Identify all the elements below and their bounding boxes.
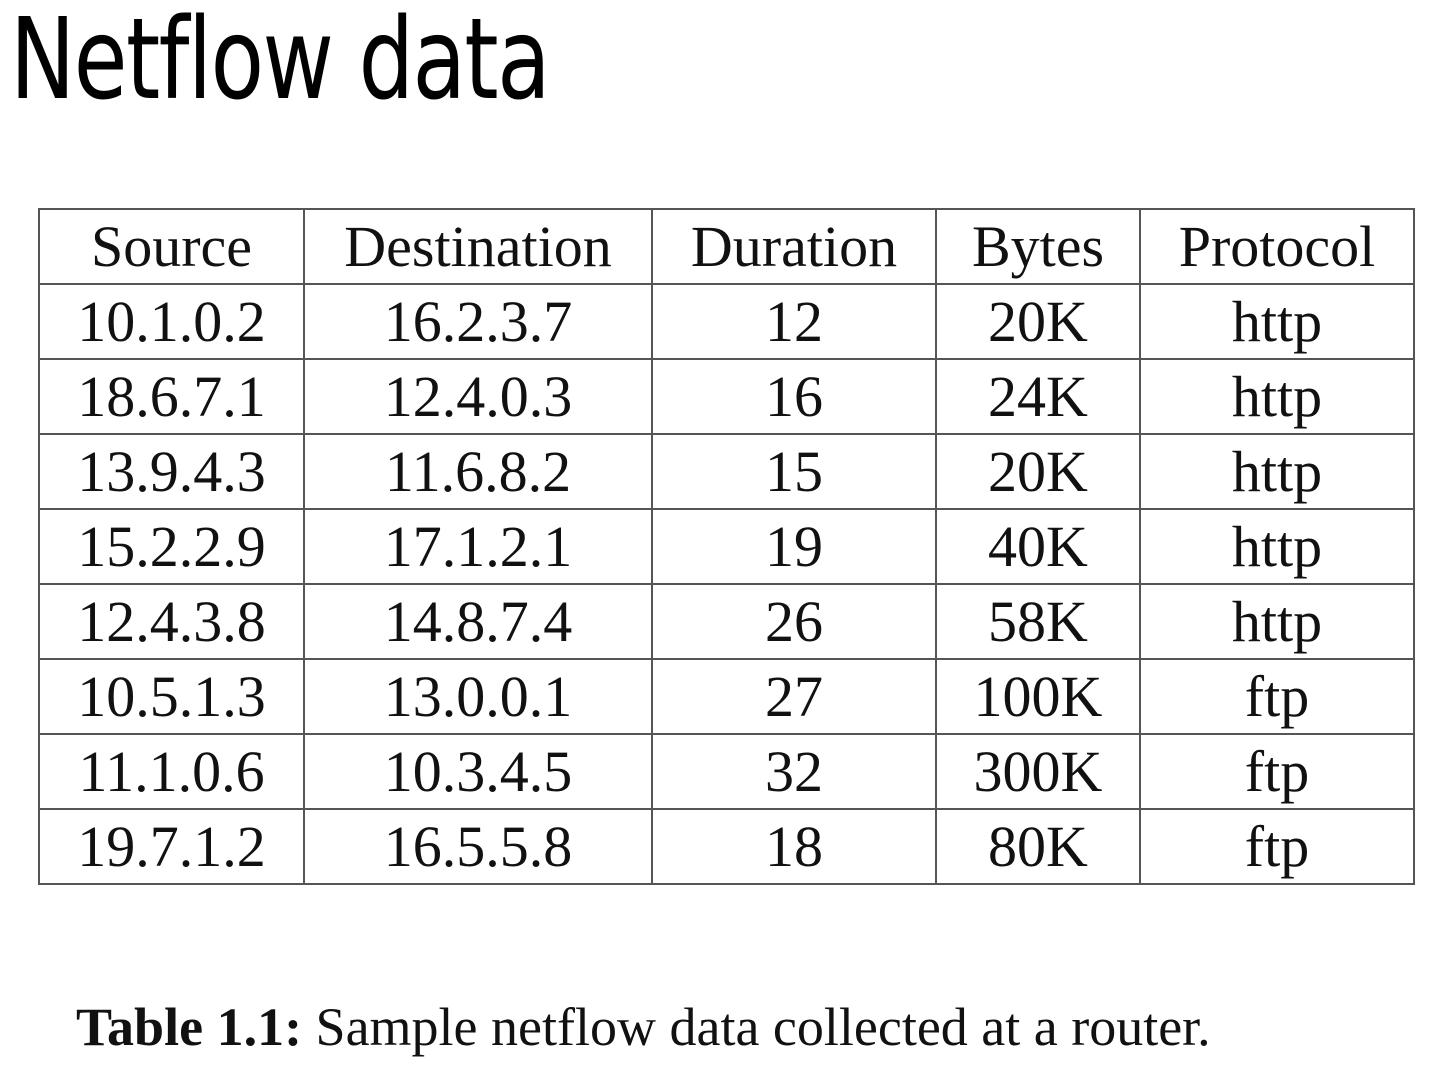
cell-destination: 12.4.0.3 bbox=[303, 358, 653, 435]
cell-source: 19.7.1.2 bbox=[38, 808, 305, 885]
cell-bytes: 20K bbox=[935, 433, 1141, 510]
cell-protocol: http bbox=[1139, 433, 1415, 510]
table-caption: Table 1.1: Sample netflow data collected… bbox=[76, 996, 1211, 1058]
table-row: 12.4.3.8 14.8.7.4 26 58K http bbox=[38, 583, 1415, 660]
cell-source: 18.6.7.1 bbox=[38, 358, 305, 435]
cell-bytes: 20K bbox=[935, 283, 1141, 360]
cell-destination: 16.5.5.8 bbox=[303, 808, 653, 885]
cell-bytes: 40K bbox=[935, 508, 1141, 585]
table-row: 13.9.4.3 11.6.8.2 15 20K http bbox=[38, 433, 1415, 510]
cell-bytes: 58K bbox=[935, 583, 1141, 660]
cell-protocol: ftp bbox=[1139, 733, 1415, 810]
table-row: 11.1.0.6 10.3.4.5 32 300K ftp bbox=[38, 733, 1415, 810]
cell-protocol: http bbox=[1139, 583, 1415, 660]
cell-source: 10.5.1.3 bbox=[38, 658, 305, 735]
table-row: 10.5.1.3 13.0.0.1 27 100K ftp bbox=[38, 658, 1415, 735]
cell-protocol: http bbox=[1139, 283, 1415, 360]
cell-bytes: 24K bbox=[935, 358, 1141, 435]
netflow-table-container: Source Destination Duration Bytes Protoc… bbox=[38, 208, 1415, 885]
cell-duration: 12 bbox=[651, 283, 937, 360]
table-row: 10.1.0.2 16.2.3.7 12 20K http bbox=[38, 283, 1415, 360]
cell-destination: 16.2.3.7 bbox=[303, 283, 653, 360]
column-header-source: Source bbox=[38, 208, 305, 285]
cell-destination: 11.6.8.2 bbox=[303, 433, 653, 510]
cell-bytes: 300K bbox=[935, 733, 1141, 810]
caption-text: Sample netflow data collected at a route… bbox=[302, 997, 1211, 1057]
cell-source: 13.9.4.3 bbox=[38, 433, 305, 510]
cell-duration: 26 bbox=[651, 583, 937, 660]
cell-protocol: ftp bbox=[1139, 808, 1415, 885]
cell-destination: 13.0.0.1 bbox=[303, 658, 653, 735]
cell-source: 15.2.2.9 bbox=[38, 508, 305, 585]
cell-protocol: http bbox=[1139, 508, 1415, 585]
table-row: 18.6.7.1 12.4.0.3 16 24K http bbox=[38, 358, 1415, 435]
cell-source: 11.1.0.6 bbox=[38, 733, 305, 810]
cell-destination: 14.8.7.4 bbox=[303, 583, 653, 660]
cell-source: 12.4.3.8 bbox=[38, 583, 305, 660]
cell-protocol: http bbox=[1139, 358, 1415, 435]
cell-destination: 17.1.2.1 bbox=[303, 508, 653, 585]
column-header-bytes: Bytes bbox=[935, 208, 1141, 285]
cell-duration: 27 bbox=[651, 658, 937, 735]
cell-duration: 15 bbox=[651, 433, 937, 510]
table-header-row: Source Destination Duration Bytes Protoc… bbox=[38, 208, 1415, 285]
column-header-protocol: Protocol bbox=[1139, 208, 1415, 285]
page-title: Netflow data bbox=[10, 0, 551, 125]
cell-duration: 19 bbox=[651, 508, 937, 585]
cell-protocol: ftp bbox=[1139, 658, 1415, 735]
cell-duration: 18 bbox=[651, 808, 937, 885]
cell-destination: 10.3.4.5 bbox=[303, 733, 653, 810]
column-header-duration: Duration bbox=[651, 208, 937, 285]
cell-duration: 32 bbox=[651, 733, 937, 810]
table-row: 19.7.1.2 16.5.5.8 18 80K ftp bbox=[38, 808, 1415, 885]
cell-duration: 16 bbox=[651, 358, 937, 435]
cell-bytes: 80K bbox=[935, 808, 1141, 885]
table-row: 15.2.2.9 17.1.2.1 19 40K http bbox=[38, 508, 1415, 585]
column-header-destination: Destination bbox=[303, 208, 653, 285]
netflow-table: Source Destination Duration Bytes Protoc… bbox=[38, 208, 1415, 885]
cell-source: 10.1.0.2 bbox=[38, 283, 305, 360]
caption-label: Table 1.1: bbox=[76, 997, 303, 1057]
cell-bytes: 100K bbox=[935, 658, 1141, 735]
